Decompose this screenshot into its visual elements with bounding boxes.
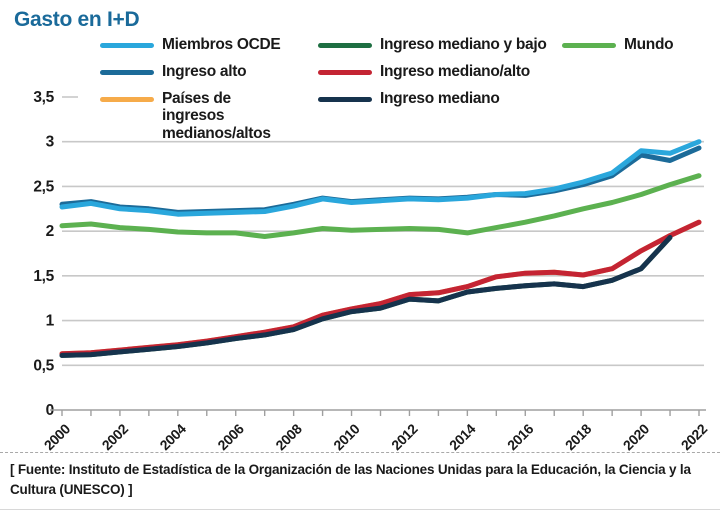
legend-item-ingreso_mediano_alto: Ingreso mediano/alto (318, 63, 547, 81)
x-tick-label: 2006 (214, 420, 247, 453)
y-tick-label: 3,5 (33, 89, 54, 106)
legend-swatch-ingreso_mediano_alto (318, 69, 372, 75)
legend-item-mundo: Mundo (562, 36, 674, 54)
legend-item-ingreso_mediano: Ingreso mediano (318, 90, 547, 108)
series-line-miembros_ocde (59, 139, 702, 217)
y-tick-label: 2,5 (33, 178, 54, 195)
y-tick-label: 0 (46, 402, 54, 419)
legend-label: Mundo (624, 36, 674, 53)
legend-label: Miembros OCDE (162, 36, 281, 53)
legend-swatch-paises_medianos_altos (100, 96, 154, 102)
y-tick-label: 1 (46, 313, 55, 330)
x-tick-label: 2020 (620, 420, 653, 453)
legend-label: Ingreso mediano (380, 89, 500, 107)
legend-swatch-mundo (562, 43, 616, 48)
series-line-paises_medianos_altos (59, 219, 702, 357)
legend-column: Ingreso mediano y bajo Ingreso mediano/al… (318, 36, 547, 116)
x-tick-label: 2002 (99, 420, 132, 453)
series-line-ingreso_mediano_y_bajo (59, 234, 673, 358)
legend-label: Ingreso alto (162, 62, 247, 80)
y-tick-label: 0,5 (33, 357, 54, 374)
source-note: [ Fuente: Instituto de Estadística de la… (0, 451, 720, 510)
x-tick-label: 2016 (504, 420, 537, 453)
x-tick-label: 2022 (678, 420, 711, 453)
x-tick-label: 2004 (156, 420, 189, 453)
legend-label: Países de ingresos medianos/altos (162, 89, 271, 143)
legend-swatch-miembros_ocde (100, 43, 154, 48)
legend-item-ingreso_alto: Ingreso alto (100, 63, 294, 81)
page-title: Gasto en I+D (14, 8, 140, 31)
legend-label: Ingreso mediano/alto (380, 62, 530, 80)
x-tick-label: 2014 (446, 420, 479, 453)
series-line-ingreso_mediano_alto (59, 219, 702, 357)
x-tick-label: 2018 (562, 420, 595, 453)
x-tick-label: 2010 (330, 420, 363, 453)
legend-swatch-ingreso_mediano_y_bajo (318, 43, 372, 48)
x-tick-label: 2008 (272, 420, 305, 453)
legend-item-miembros_ocde: Miembros OCDE (100, 36, 294, 54)
legend-column: Mundo (562, 36, 674, 63)
legend-swatch-ingreso_mediano (318, 96, 372, 102)
y-tick-label: 1,5 (33, 268, 54, 285)
legend-column: Miembros OCDE Ingreso alto Países de ingre… (100, 36, 294, 152)
series-line-ingreso_mediano (59, 234, 673, 358)
legend-item-ingreso_mediano_y_bajo: Ingreso mediano y bajo (318, 36, 547, 54)
y-tick-label: 2 (46, 223, 54, 240)
series-line-mundo (59, 173, 702, 239)
line-chart: 0 0,5 1 1,5 2 2,5 3 3,5 2000 2002 2004 2006 2008 2010… (33, 89, 711, 453)
x-tick-label: 2012 (388, 420, 421, 453)
legend-item-paises_medianos_altos: Países de ingresos medianos/altos (100, 90, 294, 143)
x-tick-label: 2000 (41, 420, 74, 453)
legend-label: Ingreso mediano y bajo (380, 36, 547, 53)
y-tick-label: 3 (46, 134, 55, 151)
legend-swatch-ingreso_alto (100, 69, 154, 75)
